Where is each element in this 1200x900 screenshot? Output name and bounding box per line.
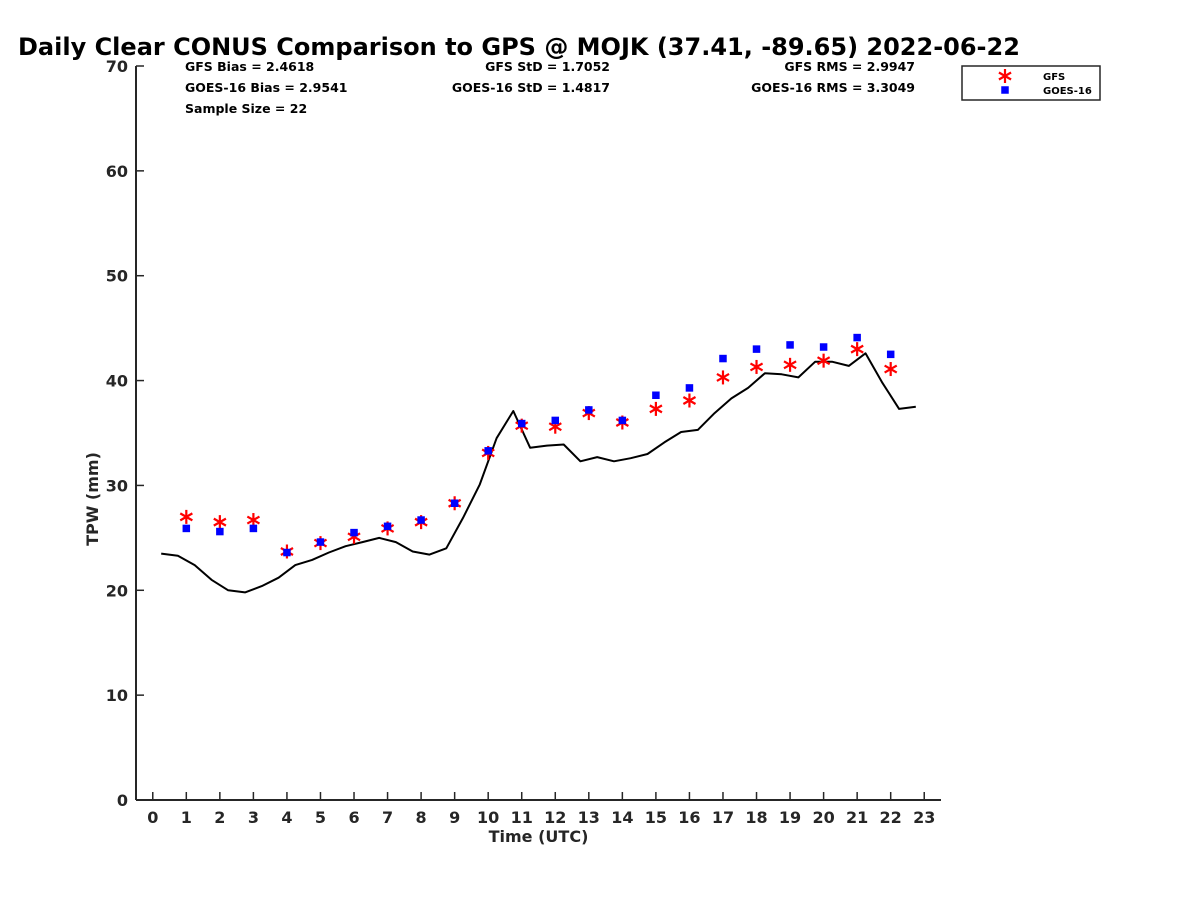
goes-16-point: [752, 345, 761, 353]
gfs-rms-label: GFS RMS = 2.9947: [784, 59, 915, 74]
x-axis-label: Time (UTC): [489, 827, 589, 846]
x-tick-label: 0: [147, 808, 158, 827]
goes-16-point: [450, 499, 459, 508]
goes-bias-label: GOES-16 Bias = 2.9541: [185, 80, 347, 95]
x-tick-label: 22: [880, 808, 902, 827]
x-tick-label: 23: [913, 808, 935, 827]
goes-16-point: [417, 516, 425, 524]
goes-16-point: [383, 522, 392, 531]
x-tick-label: 11: [511, 808, 533, 827]
goes-16-point: [886, 350, 895, 359]
x-tick-label: 3: [248, 808, 259, 827]
goes-16-point: [316, 538, 325, 546]
goes-16-point: [484, 447, 492, 455]
y-tick-label: 60: [106, 162, 128, 181]
goes-16-point: [551, 416, 560, 425]
legend-label: GOES-16: [1043, 86, 1092, 97]
goes-16-point: [350, 528, 358, 537]
gps-tpw-line: [161, 352, 916, 594]
goes-16-point: [652, 391, 660, 400]
plot-area: [161, 333, 916, 594]
x-tick-label: 21: [846, 808, 868, 827]
goes-16-point: [249, 524, 258, 533]
gfs-point: [816, 353, 831, 368]
gfs-point: [749, 359, 764, 374]
goes-16-point: [618, 416, 627, 425]
x-tick-label: 8: [416, 808, 427, 827]
gfs-std-label: GFS StD = 1.7052: [485, 59, 610, 74]
y-tick-label: 10: [106, 686, 128, 705]
y-tick-label: 40: [106, 372, 128, 391]
x-tick-label: 4: [281, 808, 292, 827]
gfs-point: [649, 401, 663, 416]
goes-std-label: GOES-16 StD = 1.4817: [452, 80, 610, 95]
legend: GFS GOES-16: [961, 65, 1101, 101]
legend-goes-marker: [1001, 86, 1009, 94]
gfs-point: [783, 357, 797, 372]
legend-box: [961, 65, 1101, 101]
x-tick-label: 17: [712, 808, 734, 827]
goes-16-point: [819, 343, 828, 351]
x-tick-label: 7: [382, 808, 393, 827]
chart-title: Daily Clear CONUS Comparison to GPS @ MO…: [18, 33, 1020, 61]
gfs-point: [716, 370, 730, 385]
x-tick-label: 20: [812, 808, 834, 827]
gfs-point: [884, 362, 898, 377]
gfs-point: [682, 393, 697, 408]
goes-16-point: [182, 524, 191, 533]
gfs-point: [850, 342, 864, 357]
x-tick-label: 6: [348, 808, 359, 827]
y-tick-label: 0: [117, 791, 128, 810]
x-tick-label: 12: [544, 808, 566, 827]
goes-16-point: [853, 333, 861, 342]
x-tick-label: 19: [779, 808, 801, 827]
gfs-bias-label: GFS Bias = 2.4618: [185, 59, 314, 74]
sample-size-label: Sample Size = 22: [185, 101, 307, 116]
goes-16-point: [786, 341, 794, 349]
goes-16-point: [685, 384, 694, 392]
legend-label: GFS: [1043, 72, 1065, 83]
x-tick-label: 18: [745, 808, 767, 827]
gfs-point: [179, 509, 193, 524]
y-tick-label: 20: [106, 581, 128, 600]
y-tick-label: 70: [106, 57, 128, 76]
x-tick-label: 1: [181, 808, 192, 827]
legend-gfs-marker: [998, 69, 1012, 83]
x-tick-label: 13: [578, 808, 600, 827]
goes-rms-label: GOES-16 RMS = 3.3049: [751, 80, 915, 95]
goes-16-point: [719, 354, 727, 363]
x-tick-label: 2: [214, 808, 225, 827]
goes-16-point: [585, 406, 593, 414]
goes-16-point: [517, 419, 526, 428]
goes-16-point: [283, 548, 291, 557]
goes-16-point: [216, 527, 224, 536]
gfs-point: [213, 515, 227, 530]
x-tick-label: 16: [678, 808, 700, 827]
y-axis-label: TPW (mm): [83, 452, 102, 546]
x-tick-label: 10: [477, 808, 499, 827]
y-tick-label: 30: [106, 476, 128, 495]
x-tick-label: 14: [611, 808, 633, 827]
x-tick-label: 9: [449, 808, 460, 827]
x-tick-label: 15: [645, 808, 667, 827]
y-tick-label: 50: [106, 267, 128, 286]
x-tick-label: 5: [315, 808, 326, 827]
